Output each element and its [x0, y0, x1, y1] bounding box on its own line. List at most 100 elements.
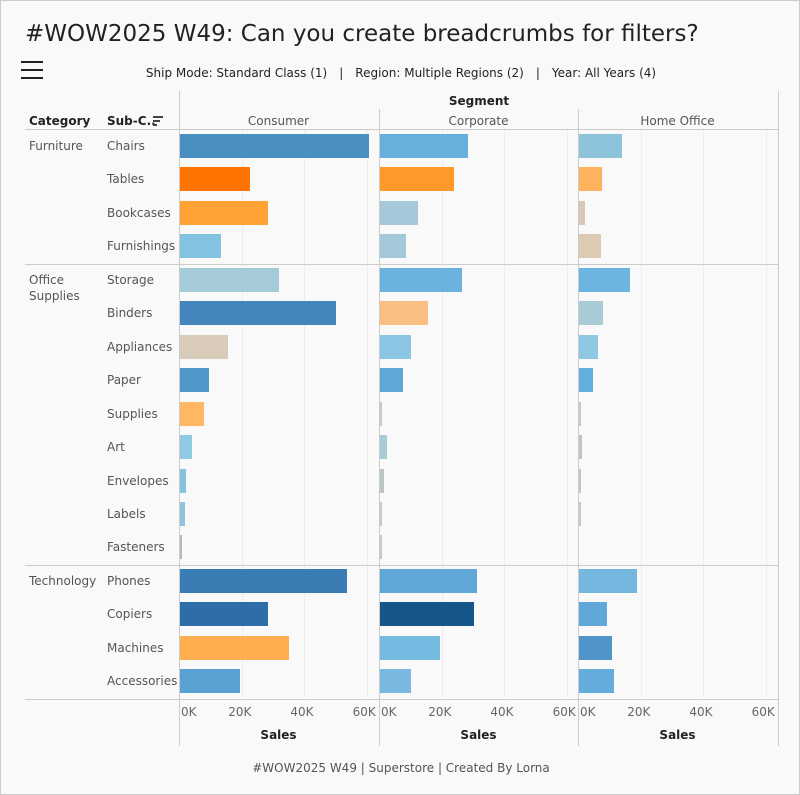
- bar[interactable]: [380, 468, 385, 493]
- bar[interactable]: [380, 167, 455, 192]
- axis-title: Sales: [460, 728, 497, 742]
- subcategory-label: Machines: [107, 640, 164, 655]
- panel-divider: [578, 109, 579, 746]
- subcategory-label: Tables: [107, 172, 145, 187]
- subcategory-label: Chairs: [107, 139, 145, 153]
- separator: |: [339, 66, 344, 80]
- bar[interactable]: [380, 501, 382, 526]
- subcategory-label: Accessories: [107, 674, 178, 689]
- bar[interactable]: [380, 535, 382, 560]
- page-title: #WOW2025 W49: Can you create breadcrumbs…: [25, 21, 699, 47]
- bar[interactable]: [579, 301, 603, 326]
- segment-label-home-office: Home Office: [640, 114, 715, 128]
- gridline: [765, 130, 767, 697]
- filter-ship-mode[interactable]: Ship Mode: Standard Class (1): [145, 66, 328, 80]
- bar[interactable]: [579, 368, 593, 393]
- subcategory-label: Phones: [107, 573, 151, 588]
- segment-label-consumer: Consumer: [247, 114, 310, 128]
- panel-divider: [379, 109, 380, 746]
- subcategory-label: Storage: [107, 272, 154, 287]
- category-label: Furniture: [29, 139, 83, 153]
- category-divider: [25, 263, 779, 265]
- bar[interactable]: [579, 134, 622, 158]
- bar[interactable]: [380, 134, 468, 158]
- subcategory-label: Supplies: [107, 406, 158, 421]
- bar[interactable]: [380, 368, 403, 393]
- subcategory-label: Labels: [107, 506, 146, 521]
- bar[interactable]: [579, 669, 615, 694]
- menu-icon[interactable]: [21, 61, 43, 85]
- bar[interactable]: [579, 602, 607, 627]
- bar[interactable]: [579, 234, 602, 259]
- bar[interactable]: [579, 635, 612, 660]
- axis-tick-label: 60K: [751, 705, 775, 719]
- bar[interactable]: [579, 501, 581, 526]
- bar[interactable]: [180, 568, 347, 593]
- bar[interactable]: [180, 200, 268, 225]
- bar[interactable]: [180, 669, 241, 694]
- gridline: [703, 130, 705, 697]
- axis-tick-label: 0K: [181, 705, 197, 719]
- bar[interactable]: [180, 167, 250, 192]
- bar[interactable]: [380, 602, 474, 627]
- axis-tick-label: 20K: [228, 705, 252, 719]
- footer: #WOW2025 W49 | Superstore | Created By L…: [252, 761, 550, 775]
- bar[interactable]: [579, 167, 602, 192]
- category-label: Technology: [29, 573, 97, 588]
- axis-tick-label: 0K: [381, 705, 397, 719]
- bar[interactable]: [579, 468, 581, 493]
- bar[interactable]: [579, 401, 581, 426]
- gridline: [242, 130, 244, 697]
- bar[interactable]: [180, 301, 337, 326]
- bar[interactable]: [180, 267, 279, 292]
- gridline: [566, 130, 568, 697]
- bar[interactable]: [180, 401, 204, 426]
- bar[interactable]: [180, 535, 182, 560]
- category-label: Office Supplies: [29, 272, 80, 303]
- bar[interactable]: [380, 568, 478, 593]
- subcategory-header[interactable]: Sub-C..: [107, 114, 156, 128]
- bar[interactable]: [180, 501, 185, 526]
- bar[interactable]: [380, 401, 382, 426]
- bar[interactable]: [180, 334, 228, 359]
- bar[interactable]: [579, 435, 583, 460]
- bar[interactable]: [579, 267, 630, 292]
- bar[interactable]: [380, 669, 412, 694]
- subcategory-label: Fasteners: [107, 540, 165, 555]
- bar[interactable]: [380, 301, 428, 326]
- gridline: [304, 130, 306, 697]
- filter-region[interactable]: Region: Multiple Regions (2): [355, 66, 524, 80]
- bar[interactable]: [180, 468, 186, 493]
- separator: |: [535, 66, 540, 80]
- sort-icon[interactable]: [153, 116, 163, 126]
- bar[interactable]: [180, 435, 193, 460]
- subcategory-label: Copiers: [107, 607, 153, 622]
- bar[interactable]: [180, 368, 209, 393]
- subcategory-label: Art: [107, 440, 125, 455]
- bar[interactable]: [180, 134, 370, 158]
- bar[interactable]: [380, 435, 387, 460]
- axis-title: Sales: [260, 728, 297, 742]
- subcategory-label: Furnishings: [107, 239, 176, 254]
- bar[interactable]: [380, 635, 441, 660]
- header-divider: [25, 129, 779, 130]
- bar[interactable]: [579, 568, 637, 593]
- segment-label-corporate: Corporate: [448, 114, 509, 128]
- bar[interactable]: [180, 635, 289, 660]
- bar[interactable]: [180, 234, 222, 259]
- axis-tick-label: 40K: [490, 705, 514, 719]
- category-header: Category: [29, 114, 91, 128]
- bar[interactable]: [380, 334, 412, 359]
- gridline: [442, 130, 444, 697]
- bar[interactable]: [180, 602, 268, 627]
- filter-year[interactable]: Year: All Years (4): [551, 66, 657, 80]
- axis-tick-label: 60K: [552, 705, 576, 719]
- segment-header: Segment: [448, 94, 510, 108]
- bar[interactable]: [380, 200, 418, 225]
- bar[interactable]: [579, 200, 585, 225]
- bar[interactable]: [380, 267, 463, 292]
- bar[interactable]: [579, 334, 598, 359]
- bar[interactable]: [380, 234, 407, 259]
- filter-breadcrumbs: Ship Mode: Standard Class (1) | Region: Mu…: [1, 66, 799, 80]
